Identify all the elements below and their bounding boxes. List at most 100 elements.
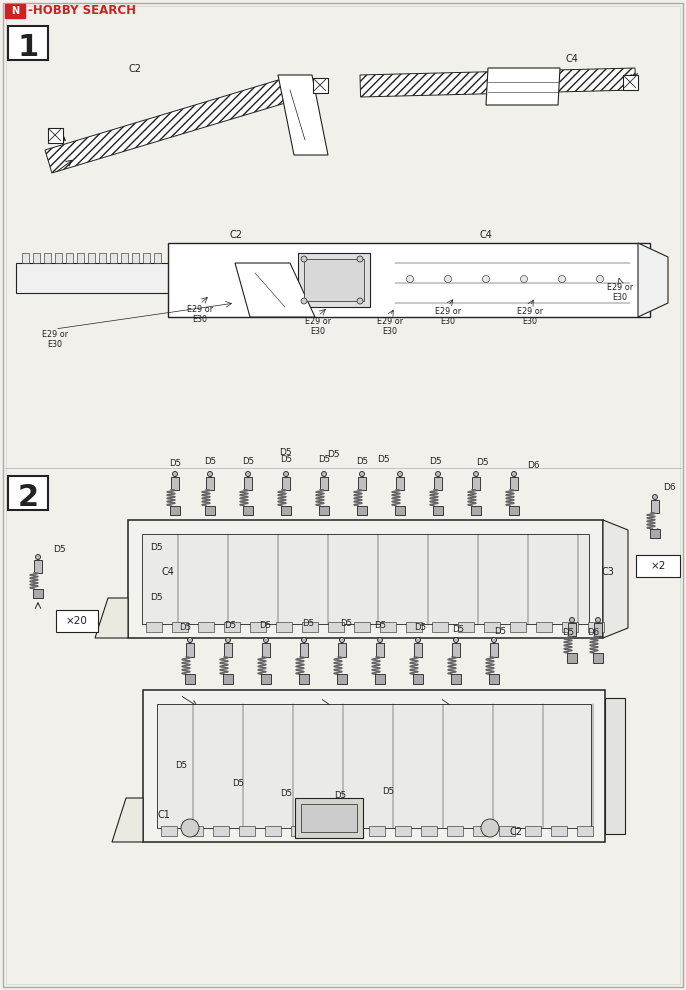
Bar: [301, 804, 357, 832]
Bar: [484, 622, 500, 632]
Bar: [244, 477, 252, 490]
Text: D5: D5: [374, 621, 386, 630]
Text: D5: D5: [179, 623, 191, 632]
Text: D5: D5: [475, 458, 488, 467]
Bar: [282, 477, 290, 490]
Circle shape: [301, 256, 307, 262]
Circle shape: [263, 638, 268, 643]
Bar: [421, 826, 437, 836]
Bar: [434, 477, 442, 490]
Polygon shape: [278, 75, 328, 155]
Bar: [170, 506, 180, 515]
Circle shape: [652, 494, 657, 500]
Circle shape: [491, 638, 497, 643]
Bar: [281, 506, 291, 515]
Text: D5: D5: [204, 457, 216, 466]
Bar: [56, 610, 98, 632]
Bar: [605, 698, 625, 834]
Bar: [143, 690, 605, 842]
Text: D5: D5: [224, 621, 236, 630]
Text: C2: C2: [510, 827, 523, 837]
Bar: [77, 253, 84, 263]
Text: D6: D6: [527, 461, 540, 470]
Bar: [458, 622, 474, 632]
Circle shape: [377, 638, 383, 643]
Bar: [433, 506, 443, 515]
Bar: [47, 128, 62, 143]
Circle shape: [397, 471, 403, 476]
Text: E29 or
E30: E29 or E30: [377, 317, 403, 337]
Text: 2: 2: [17, 482, 38, 512]
Text: D6: D6: [663, 483, 676, 492]
Text: D6: D6: [587, 628, 599, 637]
Text: D5: D5: [150, 543, 163, 552]
Bar: [33, 253, 40, 263]
Bar: [250, 622, 266, 632]
Text: D5: D5: [334, 791, 346, 800]
Circle shape: [181, 819, 199, 837]
Bar: [186, 643, 194, 656]
Polygon shape: [16, 263, 172, 293]
Bar: [451, 674, 461, 684]
Bar: [622, 74, 637, 89]
Bar: [239, 826, 255, 836]
Polygon shape: [95, 598, 128, 638]
Bar: [22, 253, 29, 263]
Bar: [343, 826, 359, 836]
Bar: [338, 643, 346, 656]
Circle shape: [340, 638, 344, 643]
Bar: [650, 529, 660, 538]
Text: N: N: [11, 6, 19, 16]
Text: D5: D5: [327, 450, 340, 459]
Bar: [414, 643, 422, 656]
Circle shape: [407, 275, 414, 282]
Bar: [304, 259, 364, 301]
Circle shape: [445, 275, 451, 282]
Circle shape: [359, 471, 364, 476]
Circle shape: [482, 275, 490, 282]
Bar: [213, 826, 229, 836]
Text: D5: D5: [175, 761, 187, 770]
Bar: [636, 555, 680, 577]
Polygon shape: [638, 243, 668, 317]
Bar: [88, 253, 95, 263]
Polygon shape: [235, 263, 315, 317]
Circle shape: [357, 256, 363, 262]
Bar: [473, 826, 489, 836]
Text: E29 or
E30: E29 or E30: [305, 317, 331, 337]
Bar: [395, 826, 411, 836]
Bar: [291, 826, 307, 836]
Text: C4: C4: [162, 567, 174, 577]
Bar: [568, 623, 576, 637]
Bar: [375, 674, 385, 684]
Text: E29 or
E30: E29 or E30: [517, 307, 543, 327]
Bar: [509, 506, 519, 515]
Bar: [313, 77, 327, 92]
Bar: [594, 623, 602, 637]
Text: D5: D5: [259, 621, 271, 630]
Bar: [396, 477, 404, 490]
Bar: [276, 622, 292, 632]
Bar: [66, 253, 73, 263]
FancyBboxPatch shape: [5, 4, 25, 18]
Circle shape: [569, 618, 574, 623]
Bar: [525, 826, 541, 836]
Polygon shape: [486, 68, 560, 105]
Bar: [110, 253, 117, 263]
Text: D5: D5: [356, 457, 368, 466]
Bar: [358, 477, 366, 490]
Bar: [143, 253, 150, 263]
Text: D5: D5: [280, 455, 292, 464]
Bar: [510, 477, 518, 490]
Bar: [206, 477, 214, 490]
Text: D5: D5: [302, 619, 314, 628]
Bar: [142, 534, 589, 624]
Text: E29 or
E30: E29 or E30: [435, 307, 461, 327]
Bar: [121, 253, 128, 263]
Text: E29 or
E30: E29 or E30: [607, 283, 633, 302]
Bar: [262, 643, 270, 656]
Bar: [380, 622, 396, 632]
Circle shape: [416, 638, 421, 643]
Bar: [562, 622, 578, 632]
Text: 1: 1: [17, 34, 38, 62]
